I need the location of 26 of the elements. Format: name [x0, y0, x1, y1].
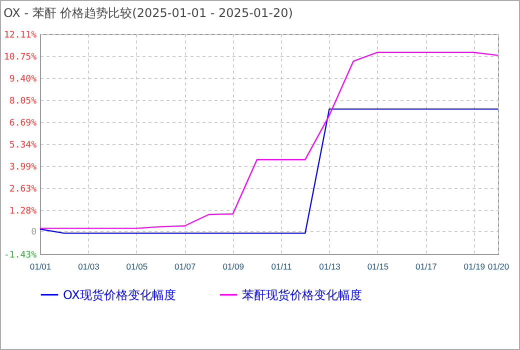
line-series — [39, 52, 499, 229]
x-tick-label: 01/17 — [416, 262, 438, 272]
x-tick-label: 01/01 — [30, 262, 52, 272]
y-tick-label: 9.40% — [9, 74, 38, 85]
x-tick-label: 01/05 — [126, 262, 148, 272]
x-tick-label: 01/03 — [78, 262, 100, 272]
y-tick-label: 2.63% — [9, 184, 38, 195]
x-tick-label: 01/15 — [367, 262, 389, 272]
x-tick-label: 01/11 — [271, 262, 292, 272]
legend-label: OX现货价格变化幅度 — [63, 288, 176, 302]
x-tick-label: 01/13 — [319, 262, 341, 272]
y-tick-label: 12.11% — [4, 30, 38, 40]
y-tick-label: 8.05% — [9, 96, 38, 106]
chart-title: OX - 苯酐 价格趋势比较(2025-01-01 - 2025-01-20) — [3, 6, 293, 20]
y-tick-label: 3.99% — [9, 162, 38, 172]
y-tick-label: 1.28% — [9, 206, 38, 216]
y-tick-label: -1.43% — [4, 250, 38, 260]
y-tick-label: 6.69% — [9, 118, 38, 129]
x-tick-label: 01/07 — [174, 262, 196, 272]
y-tick-label: 0 — [31, 227, 36, 238]
x-tick-label: 01/09 — [222, 262, 244, 272]
legend-label: 苯酐现货价格变化幅度 — [242, 288, 362, 302]
x-tick-label: 01/19 — [464, 262, 486, 272]
x-tick-label: 01/20 — [488, 262, 510, 272]
y-tick-label: 5.34% — [9, 140, 38, 150]
y-tick-label: 10.75% — [4, 52, 38, 63]
